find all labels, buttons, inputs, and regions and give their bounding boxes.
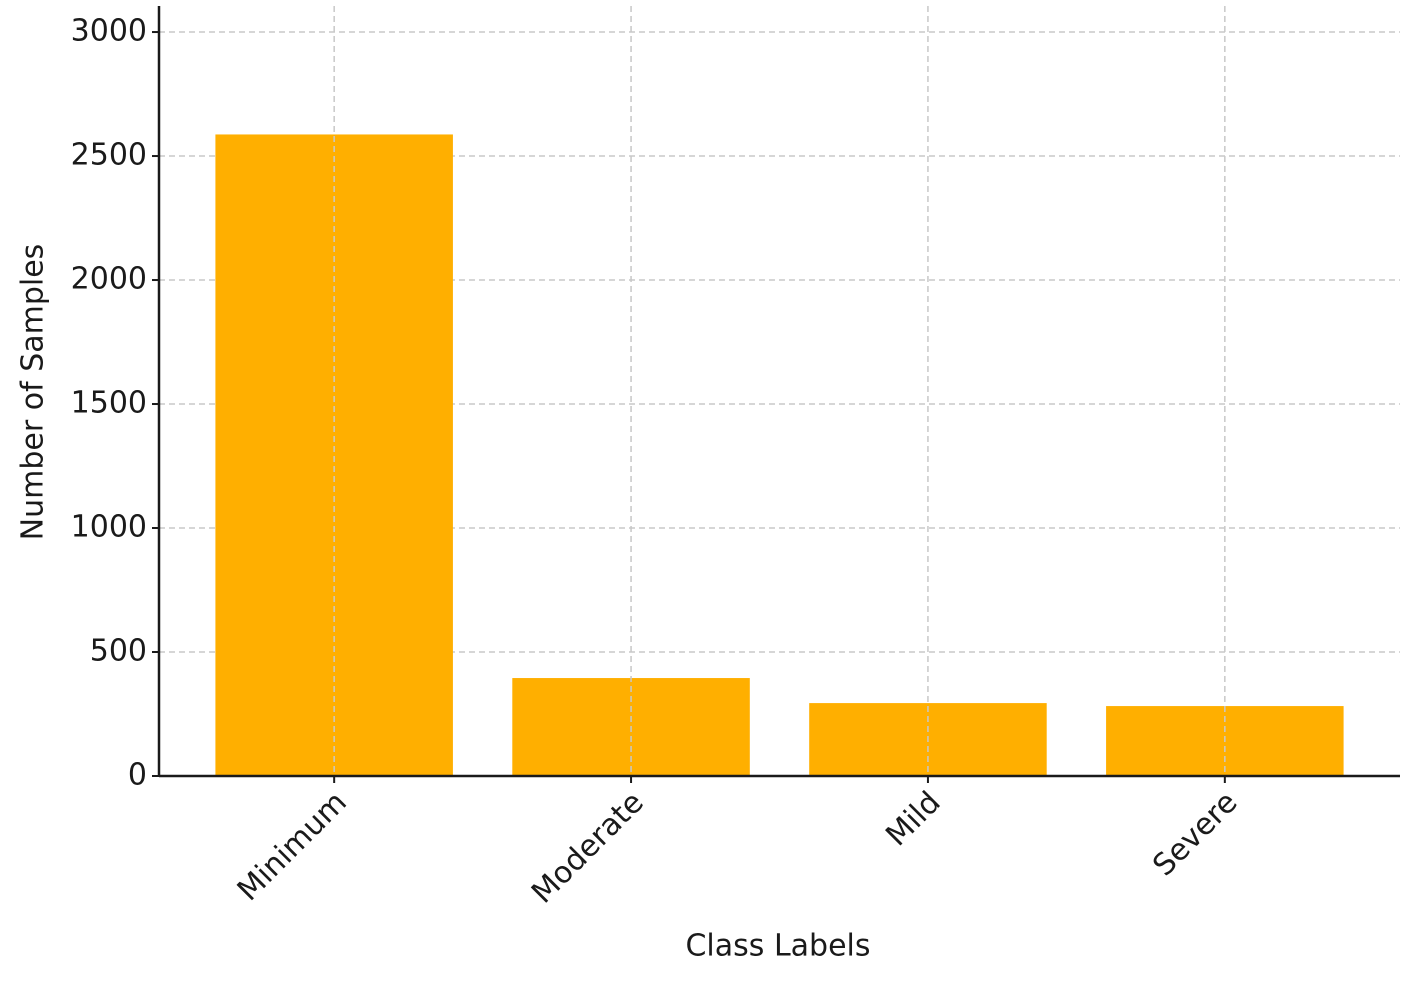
y-tick-label: 1500: [71, 386, 147, 421]
y-tick-label: 3000: [71, 14, 147, 49]
x-tick-label: Severe: [1146, 785, 1244, 883]
y-tick-label: 0: [128, 758, 147, 793]
y-axis-label: Number of Samples: [16, 244, 51, 541]
x-tick-label: Minimum: [231, 785, 354, 908]
y-tick-label: 1000: [71, 510, 147, 545]
x-tick-label: Moderate: [525, 785, 651, 911]
y-tick-label: 2000: [71, 262, 147, 297]
x-tick-label: Mild: [879, 785, 947, 853]
x-axis-label: Class Labels: [685, 929, 870, 964]
y-tick-label: 2500: [71, 138, 147, 173]
y-tick-label: 500: [90, 634, 147, 669]
